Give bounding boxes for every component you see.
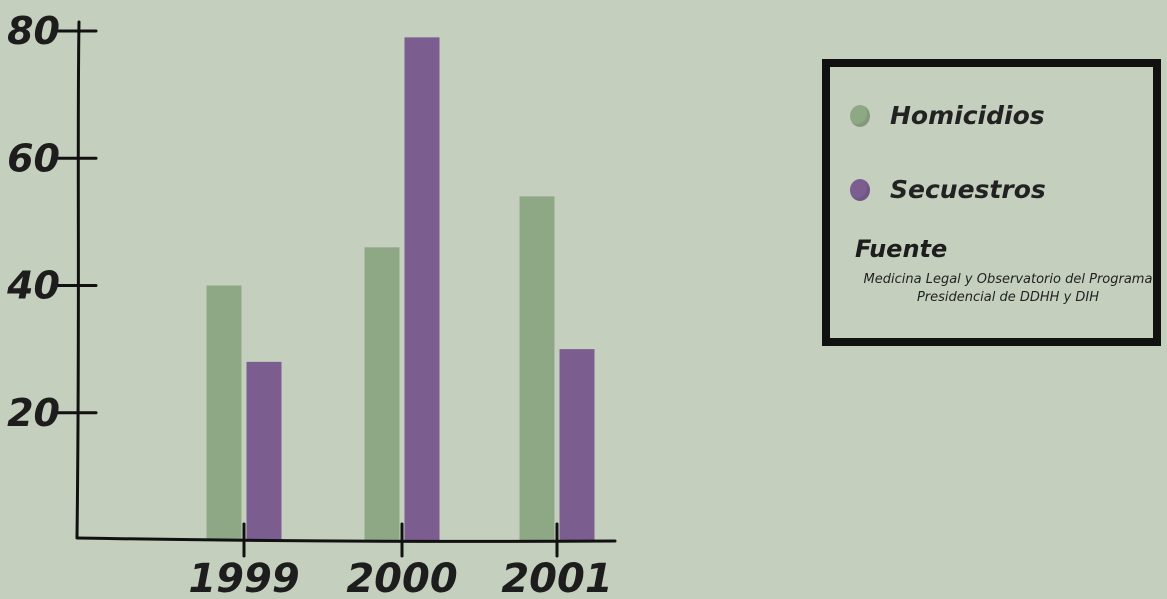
y-tick-label-60: 60 bbox=[7, 136, 60, 180]
legend-item-homicidios: Homicidios bbox=[850, 101, 1045, 130]
y-tick-label-40: 40 bbox=[6, 264, 60, 308]
bar-homicidios-2000 bbox=[364, 247, 400, 540]
y-axis-line bbox=[75, 20, 81, 539]
bar-homicidios-1999 bbox=[206, 285, 242, 540]
legend-box: Homicidios Secuestros Fuente Medicina Le… bbox=[822, 59, 1161, 346]
x-tick-label-1999: 1999 bbox=[188, 556, 299, 599]
source-text: Medicina Legal y Observatorio del Progra… bbox=[848, 271, 1167, 307]
legend-swatch-homicidios bbox=[850, 104, 870, 127]
x-ticks-layer: 1999 2000 2001 bbox=[188, 522, 613, 599]
x-tick-label-2001: 2001 bbox=[501, 556, 612, 599]
bar-homicidios-2001 bbox=[519, 196, 555, 541]
legend-item-secuestros: Secuestros bbox=[850, 175, 1046, 204]
x-tick-label-2000: 2000 bbox=[346, 556, 457, 599]
bars-layer bbox=[206, 37, 595, 541]
legend-swatch-secuestros bbox=[850, 178, 870, 201]
legend-label-homicidios: Homicidios bbox=[890, 101, 1045, 130]
source-text-line-2: Presidencial de DDHH y DIH bbox=[916, 290, 1100, 305]
y-tick-label-20: 20 bbox=[7, 391, 60, 435]
x-axis-line bbox=[75, 536, 617, 543]
legend-label-secuestros: Secuestros bbox=[890, 175, 1046, 204]
y-ticks-layer: 20 40 60 80 bbox=[6, 9, 98, 435]
source-text-line-1: Medicina Legal y Observatorio del Progra… bbox=[863, 272, 1153, 287]
source-title: Fuente bbox=[855, 235, 948, 263]
bar-secuestros-2000 bbox=[404, 37, 440, 541]
y-tick-label-80: 80 bbox=[7, 9, 60, 53]
bar-secuestros-1999 bbox=[246, 361, 282, 540]
bar-secuestros-2001 bbox=[559, 349, 595, 540]
axes-layer bbox=[75, 20, 617, 543]
